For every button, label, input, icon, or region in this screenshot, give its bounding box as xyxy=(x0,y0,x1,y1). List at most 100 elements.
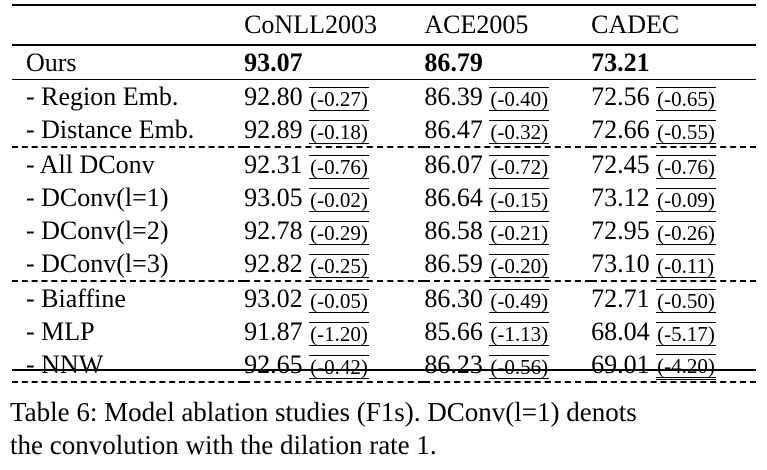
table-row: - Distance Emb. 92.89 (-0.18) 86.47 (-0.32… xyxy=(12,113,756,147)
score-delta: (-0.42) xyxy=(309,355,369,380)
score-value: 86.58 xyxy=(424,216,483,245)
score-cell: 86.47 (-0.32) xyxy=(424,113,591,147)
score-value: 92.31 xyxy=(244,150,303,179)
score-cell: 86.30 (-0.49) xyxy=(424,281,591,315)
table-row: - DConv(l=2) 92.78 (-0.29) 86.58 (-0.21) 72… xyxy=(12,214,756,247)
row-label: - Biaffine xyxy=(26,284,126,313)
score-value: 86.64 xyxy=(424,183,483,212)
score-cell: 73.12 (-0.09) xyxy=(591,181,756,214)
score-delta: (-0.76) xyxy=(656,155,716,180)
score-value: 86.59 xyxy=(424,249,483,278)
score-value: 93.05 xyxy=(244,183,303,212)
score-delta: (-0.65) xyxy=(656,87,716,112)
score-delta: (-0.18) xyxy=(309,120,369,145)
header-conll2003: CoNLL2003 xyxy=(244,9,377,39)
score-cell: 92.89 (-0.18) xyxy=(244,113,424,147)
score-cell: 86.39 (-0.40) xyxy=(424,80,591,114)
table-header-row: CoNLL2003 ACE2005 CADEC xyxy=(12,4,756,45)
score-cell: 86.64 (-0.15) xyxy=(424,181,591,214)
score-delta: (-1.13) xyxy=(489,322,550,347)
score-delta: (-4.20) xyxy=(656,354,716,381)
score-delta: (-0.15) xyxy=(489,188,550,213)
table-row: - NNW 92.65 (-0.42) 86.23 (-0.56) 69.01 (-4… xyxy=(12,348,756,382)
score-cell: 92.80 (-0.27) xyxy=(244,80,424,114)
score-cell: 86.23 (-0.56) xyxy=(424,348,591,382)
score-delta: (-0.50) xyxy=(656,289,716,314)
row-label: - DConv(l=3) xyxy=(26,249,169,278)
score-cell: 86.07 (-0.72) xyxy=(424,147,591,181)
table-row-ours: Ours 93.07 86.79 73.21 xyxy=(12,45,756,80)
header-ace2005: ACE2005 xyxy=(424,9,529,39)
score-value: 72.56 xyxy=(591,82,650,111)
score-value: 86.39 xyxy=(424,82,483,111)
score-value: 69.01 xyxy=(591,350,650,379)
table-row: - MLP 91.87 (-1.20) 85.66 (-1.13) 68.04 (-5… xyxy=(12,315,756,348)
score-delta: (-0.25) xyxy=(309,254,369,279)
score-cell: 72.71 (-0.50) xyxy=(591,281,756,315)
score-cell: 86.59 (-0.20) xyxy=(424,247,591,281)
score-cell: 93.05 (-0.02) xyxy=(244,181,424,214)
score-delta: (-0.76) xyxy=(309,155,369,180)
score-cell: 92.65 (-0.42) xyxy=(244,348,424,382)
score-cell: 73.10 (-0.11) xyxy=(591,247,756,281)
header-cell-blank xyxy=(12,4,244,45)
score-value: 72.71 xyxy=(591,284,650,313)
score-cell: 72.95 (-0.26) xyxy=(591,214,756,247)
score-cell: 92.31 (-0.76) xyxy=(244,147,424,181)
score-delta: (-0.27) xyxy=(309,87,369,112)
table-row: - All DConv 92.31 (-0.76) 86.07 (-0.72) 72.… xyxy=(12,147,756,181)
row-label: - MLP xyxy=(26,317,95,346)
table-row: - Region Emb. 92.80 (-0.27) 86.39 (-0.40) 7… xyxy=(12,80,756,114)
row-label: Ours xyxy=(26,48,77,77)
row-label: - All DConv xyxy=(26,150,155,179)
score-cell: 91.87 (-1.20) xyxy=(244,315,424,348)
score-cell: 72.56 (-0.65) xyxy=(591,80,756,114)
row-label: - NNW xyxy=(26,350,104,379)
score-cell: 72.45 (-0.76) xyxy=(591,147,756,181)
score-delta: (-0.11) xyxy=(656,254,716,279)
score-cell: 72.66 (-0.55) xyxy=(591,113,756,147)
score-value: 85.66 xyxy=(424,317,483,346)
score-value: 73.10 xyxy=(591,249,650,278)
score-value: 92.82 xyxy=(244,249,303,278)
ours-cadec: 73.21 xyxy=(591,48,650,77)
score-value: 72.45 xyxy=(591,150,650,179)
score-delta: (-0.02) xyxy=(309,188,369,213)
table-row: - DConv(l=3) 92.82 (-0.25) 86.59 (-0.20) 73… xyxy=(12,247,756,281)
score-cell: 86.58 (-0.21) xyxy=(424,214,591,247)
table-row: - Biaffine 93.02 (-0.05) 86.30 (-0.49) 72.7… xyxy=(12,281,756,315)
table-row: - DConv(l=1) 93.05 (-0.02) 86.64 (-0.15) 73… xyxy=(12,181,756,214)
score-delta: (-0.09) xyxy=(656,188,716,213)
score-delta: (-0.56) xyxy=(489,355,550,380)
ablation-table: CoNLL2003 ACE2005 CADEC Ours 93.07 86.79… xyxy=(12,4,756,383)
score-delta: (-0.72) xyxy=(489,155,550,180)
table-top-rule xyxy=(12,4,756,6)
score-cell: 92.78 (-0.29) xyxy=(244,214,424,247)
score-cell: 68.04 (-5.17) xyxy=(591,315,756,348)
score-value: 92.65 xyxy=(244,350,303,379)
score-value: 91.87 xyxy=(244,317,303,346)
score-value: 72.95 xyxy=(591,216,650,245)
score-value: 92.80 xyxy=(244,82,303,111)
caption-line-2: the convolution with the dilation rate 1… xyxy=(10,430,437,460)
score-delta: (-0.26) xyxy=(656,221,716,246)
score-value: 68.04 xyxy=(591,317,650,346)
score-value: 72.66 xyxy=(591,115,650,144)
score-delta: (-0.21) xyxy=(489,221,550,246)
score-value: 86.30 xyxy=(424,284,483,313)
row-label: - DConv(l=1) xyxy=(26,183,169,212)
header-cadec: CADEC xyxy=(591,9,680,39)
table-caption: Table 6: Model ablation studies (F1s). D… xyxy=(10,396,767,462)
caption-line-1: Table 6: Model ablation studies (F1s). D… xyxy=(10,397,637,427)
score-delta: (-5.17) xyxy=(656,322,716,347)
score-value: 73.12 xyxy=(591,183,650,212)
score-delta: (-0.55) xyxy=(656,120,716,145)
ours-ace2005: 86.79 xyxy=(424,48,483,77)
score-delta: (-0.49) xyxy=(489,289,550,314)
score-delta: (-0.29) xyxy=(309,221,369,246)
score-cell: 69.01 (-4.20) xyxy=(591,348,756,382)
score-delta: (-0.32) xyxy=(489,120,550,145)
score-value: 93.02 xyxy=(244,284,303,313)
table-bottom-rule xyxy=(12,369,756,371)
